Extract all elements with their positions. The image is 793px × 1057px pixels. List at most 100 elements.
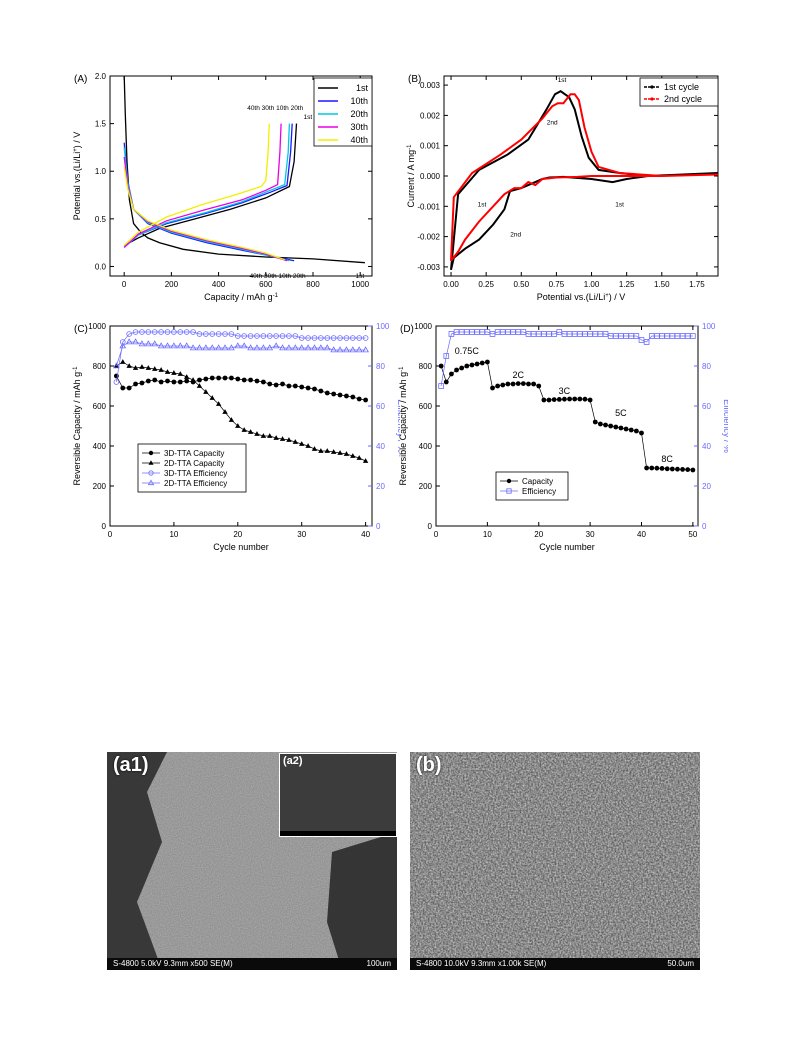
data-point	[356, 396, 362, 402]
data-point	[177, 379, 183, 385]
data-point	[343, 346, 350, 353]
x-tick-label: 20	[534, 530, 543, 539]
micrograph-a2-bar	[280, 831, 396, 836]
y-tick-label: 0	[428, 522, 433, 531]
series-line-charge	[123, 123, 282, 248]
data-point	[324, 390, 330, 396]
y-tick-label: -0.003	[417, 263, 440, 272]
x-tick-label: 600	[259, 280, 273, 289]
data-point	[151, 340, 159, 347]
data-point	[120, 385, 126, 391]
x-tick-label: 30	[586, 530, 595, 539]
data-point	[203, 331, 209, 337]
data-point	[356, 455, 362, 460]
rate-label: 2C	[512, 370, 524, 380]
legend-marker	[650, 97, 654, 101]
data-point	[587, 397, 593, 403]
x-tick-label: 400	[212, 280, 226, 289]
data-point	[330, 346, 338, 353]
data-point	[350, 453, 356, 458]
data-point	[183, 374, 190, 379]
y-tick-label: 200	[93, 482, 107, 491]
series-line	[116, 331, 366, 383]
data-point	[222, 409, 228, 414]
y2-tick-label: 60	[702, 402, 711, 411]
data-point	[582, 396, 588, 402]
data-point	[196, 344, 203, 351]
x-tick-label: 30	[297, 530, 306, 539]
data-point	[536, 383, 542, 389]
data-point	[603, 422, 608, 428]
panel-a: 0 200 400 600 800 1000 0.0 0.5 1.0 1.5 2.0 Capacity…	[70, 68, 400, 318]
data-point	[324, 448, 330, 453]
data-point	[330, 449, 337, 454]
data-point	[350, 394, 356, 400]
data-point	[474, 361, 480, 367]
data-point	[495, 383, 501, 389]
x-axis-label: Potential vs.(Li/Li+) / V	[537, 292, 626, 302]
data-point	[248, 377, 253, 383]
y-axis-label: Reversible Capacity / mAh g-1	[398, 366, 408, 486]
y-tick-label: 0.001	[420, 142, 441, 151]
data-point	[113, 379, 120, 385]
micrograph-a2-label: (a2)	[283, 755, 303, 767]
y-tick-label: 200	[419, 482, 433, 491]
data-point	[443, 379, 449, 385]
legend-box	[495, 471, 569, 501]
data-point	[183, 342, 191, 349]
data-point	[151, 329, 158, 335]
data-point	[299, 384, 305, 390]
y-tick-label: 400	[419, 442, 433, 451]
data-point	[119, 342, 127, 349]
data-point	[113, 373, 119, 379]
series-line	[440, 361, 693, 471]
data-point	[343, 335, 350, 341]
annotation-charge-1st: 1st	[304, 114, 313, 121]
data-point	[235, 423, 241, 428]
data-point	[234, 342, 242, 349]
y-tick-label: 0.5	[95, 215, 107, 224]
data-point	[147, 479, 155, 486]
data-point	[690, 467, 696, 473]
data-point	[633, 333, 640, 339]
data-point	[241, 427, 247, 432]
data-point	[506, 488, 512, 494]
y-axis-label: Reversible Capacity / mAh g-1	[72, 366, 82, 486]
data-point	[644, 465, 650, 471]
legend-label: 2D-TTA Efficiency	[164, 479, 227, 488]
micrograph-a1-caption: S-4800 5.0kV 9.3mm x500 SE(M)	[113, 959, 233, 968]
data-point	[235, 376, 241, 382]
data-point	[164, 329, 171, 335]
data-point	[469, 362, 475, 368]
panel-b: 0.00 0.25 0.50 0.75 1.00 1.25 1.50 1.75 -0.003 -0…	[396, 68, 728, 318]
data-point	[272, 342, 280, 349]
data-point	[273, 382, 279, 388]
data-point	[318, 335, 324, 341]
legend-label: 20th	[350, 109, 368, 119]
data-point	[331, 391, 337, 397]
legend-label: 1st cycle	[664, 82, 699, 92]
data-point	[221, 344, 229, 351]
data-point	[577, 396, 583, 402]
data-point	[443, 353, 450, 359]
y-tick-label: -0.001	[417, 202, 440, 211]
annotation-red-1st-right: 1st	[615, 201, 624, 208]
legend-label: 2nd cycle	[664, 94, 702, 104]
data-point	[215, 331, 222, 337]
data-point	[305, 443, 311, 448]
x-axis-label: Cycle number	[213, 542, 269, 552]
y2-tick-label: 20	[376, 482, 385, 491]
y-tick-label: 0	[102, 522, 107, 531]
y2-tick-label: 80	[702, 362, 711, 371]
data-point	[659, 466, 665, 471]
data-point	[133, 381, 138, 387]
data-point	[317, 344, 325, 351]
series-line-discharge	[123, 156, 288, 262]
data-point	[298, 335, 305, 341]
data-point	[126, 331, 132, 337]
y2-tick-label: 60	[376, 402, 385, 411]
legend-marker	[650, 85, 654, 89]
x-tick-label: 0.75	[549, 280, 565, 289]
plot-frame	[109, 75, 373, 277]
micrograph-b-scale: 50.0um	[667, 959, 694, 968]
